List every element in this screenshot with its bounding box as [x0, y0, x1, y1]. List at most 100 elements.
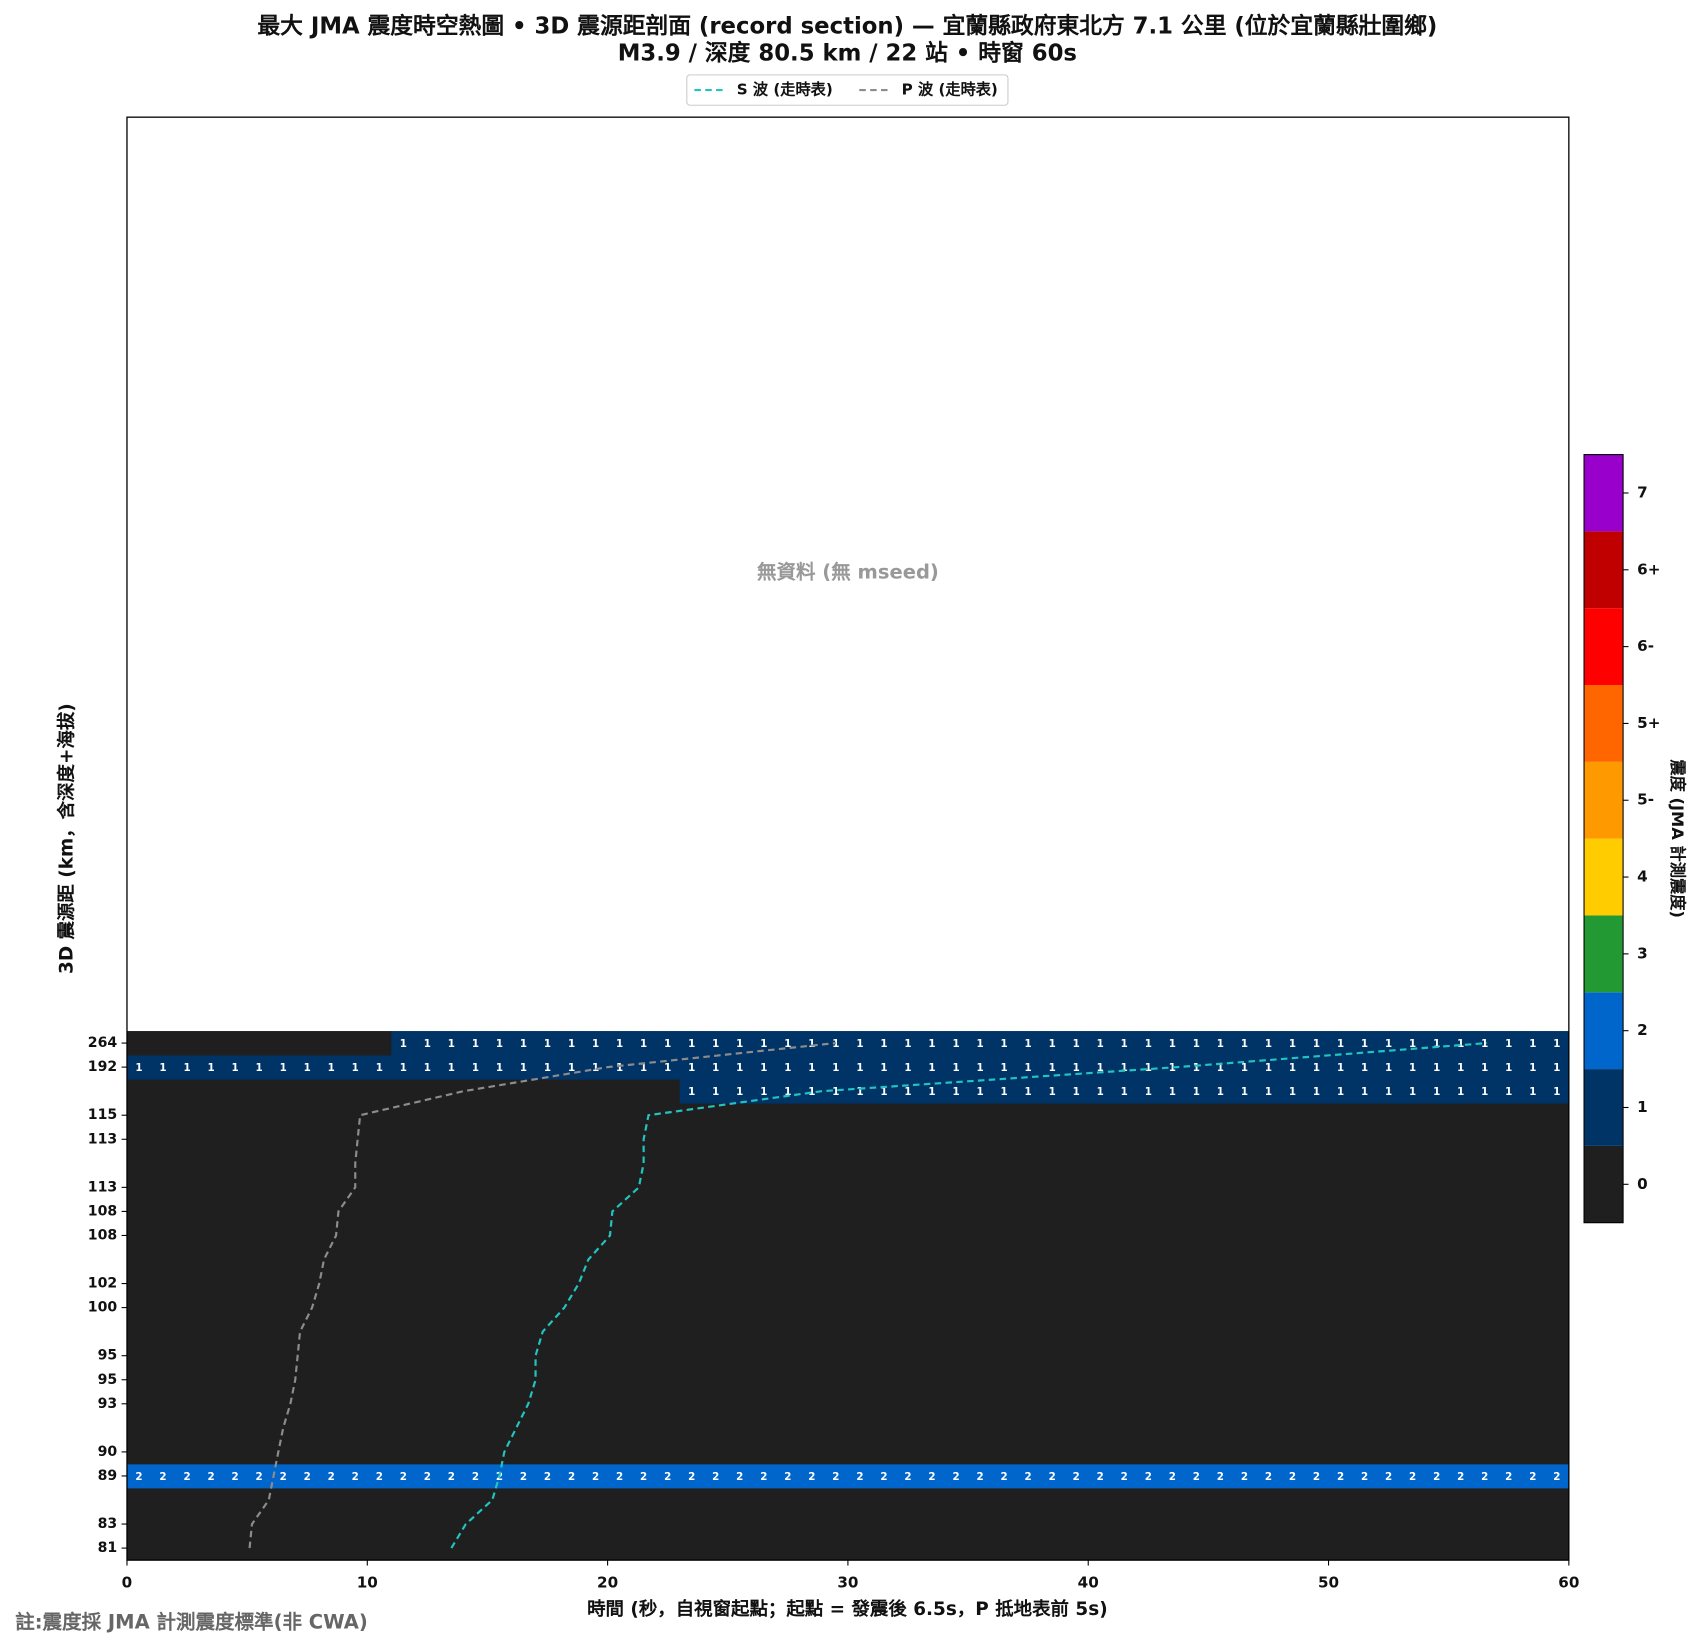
heatmap-cell	[1016, 1175, 1041, 1200]
heatmap-cell	[1184, 1391, 1209, 1417]
heatmap-cell	[1232, 1079, 1257, 1104]
heatmap-cell	[559, 1103, 585, 1128]
heatmap-cell	[223, 1223, 248, 1248]
heatmap-cell	[1448, 1319, 1474, 1345]
heatmap-cell	[1496, 1319, 1522, 1345]
cell-label: 1	[880, 1086, 887, 1098]
heatmap-cell	[1088, 1487, 1113, 1513]
x-tick-label: 40	[1078, 1573, 1099, 1591]
heatmap-cell	[223, 1055, 248, 1080]
heatmap-cell	[1304, 1055, 1329, 1080]
heatmap-cell	[463, 1079, 488, 1104]
heatmap-cell	[1064, 1031, 1089, 1056]
heatmap-cell	[583, 1151, 609, 1176]
heatmap-cell	[1472, 1295, 1498, 1321]
heatmap-cell	[343, 1319, 368, 1345]
heatmap-cell	[823, 1439, 849, 1465]
heatmap-cell	[1352, 1415, 1378, 1441]
heatmap-cell	[1304, 1103, 1329, 1128]
heatmap-cell	[583, 1103, 609, 1128]
heatmap-cell	[992, 1127, 1017, 1152]
heatmap-cell	[1136, 1031, 1161, 1056]
heatmap-cell	[1184, 1415, 1209, 1441]
heatmap-cell	[968, 1415, 993, 1441]
heatmap-cell	[1496, 1536, 1522, 1561]
heatmap-cell	[1016, 1319, 1041, 1345]
heatmap-cell	[415, 1247, 440, 1272]
heatmap-cell	[1208, 1055, 1233, 1080]
heatmap-cell	[1424, 1367, 1450, 1393]
heatmap-cell	[1496, 1199, 1522, 1224]
heatmap-cell	[151, 1247, 176, 1272]
heatmap-cell	[871, 1391, 897, 1417]
cell-label: 1	[736, 1038, 743, 1050]
heatmap-cell	[799, 1295, 825, 1321]
cell-label: 1	[784, 1062, 791, 1074]
cell-label: 1	[1265, 1038, 1272, 1050]
heatmap-cell	[1304, 1151, 1329, 1176]
heatmap-cell	[751, 1247, 777, 1272]
heatmap-cell	[1208, 1295, 1233, 1321]
heatmap-cell	[415, 1415, 440, 1441]
heatmap-cell	[799, 1439, 825, 1465]
heatmap-cell	[463, 1103, 488, 1128]
heatmap-cell	[1256, 1415, 1281, 1441]
heatmap-cell	[655, 1343, 681, 1369]
cell-label: 1	[736, 1062, 743, 1074]
heatmap-cell	[511, 1343, 536, 1369]
heatmap-cell	[487, 1223, 512, 1248]
heatmap-cell	[247, 1103, 272, 1128]
heatmap-cell	[126, 1295, 152, 1321]
cell-label: 1	[1505, 1062, 1512, 1074]
heatmap-cell	[439, 1415, 464, 1441]
heatmap-cell	[847, 1127, 873, 1152]
colorbar-tick-label: 1	[1637, 1098, 1648, 1116]
colorbar-tick-label: 2	[1637, 1021, 1648, 1039]
heatmap-cell	[1208, 1512, 1233, 1537]
heatmap-cell	[319, 1175, 344, 1200]
heatmap-cell	[1376, 1536, 1402, 1561]
heatmap-cell	[1448, 1415, 1474, 1441]
colorbar-segment	[1584, 1145, 1624, 1223]
heatmap-cell	[1496, 1487, 1522, 1513]
heatmap-cell	[367, 1487, 392, 1513]
heatmap-cell	[992, 1271, 1017, 1297]
cell-label: 1	[1409, 1062, 1416, 1074]
heatmap-cell	[319, 1439, 344, 1465]
heatmap-cell	[1088, 1247, 1113, 1272]
heatmap-cell	[1040, 1439, 1065, 1465]
colorbar-segment	[1584, 992, 1624, 1070]
heatmap-cell	[631, 1295, 657, 1321]
cell-label: 1	[1241, 1038, 1248, 1050]
heatmap-cell	[1184, 1223, 1209, 1248]
heatmap-cell	[175, 1343, 200, 1369]
heatmap-cell	[1160, 1199, 1185, 1224]
cell-label: 1	[328, 1062, 335, 1074]
heatmap-cell	[199, 1295, 224, 1321]
heatmap-cell	[511, 1199, 536, 1224]
heatmap-cell	[727, 1295, 753, 1321]
heatmap-cell	[944, 1319, 969, 1345]
heatmap-cell	[751, 1439, 777, 1465]
heatmap-cell	[271, 1247, 296, 1272]
heatmap-cell	[1280, 1127, 1305, 1152]
heatmap-cell	[703, 1103, 729, 1128]
heatmap-cell	[1424, 1223, 1450, 1248]
cell-label: 1	[1241, 1086, 1248, 1098]
heatmap-cell	[1304, 1079, 1329, 1104]
cell-label: 1	[1097, 1086, 1104, 1098]
heatmap-cell	[1328, 1295, 1354, 1321]
cell-label: 1	[1433, 1062, 1440, 1074]
heatmap-cell	[1520, 1319, 1546, 1345]
heatmap-cell	[751, 1031, 777, 1056]
heatmap-cell	[1016, 1487, 1041, 1513]
heatmap-cell	[367, 1295, 392, 1321]
heatmap-cell	[391, 1055, 416, 1080]
heatmap-cell	[607, 1463, 633, 1489]
heatmap-cell	[1424, 1127, 1450, 1152]
heatmap-cell	[1040, 1487, 1065, 1513]
heatmap-cell	[968, 1487, 993, 1513]
heatmap-cell	[1280, 1103, 1305, 1128]
heatmap-cell	[1064, 1536, 1089, 1561]
